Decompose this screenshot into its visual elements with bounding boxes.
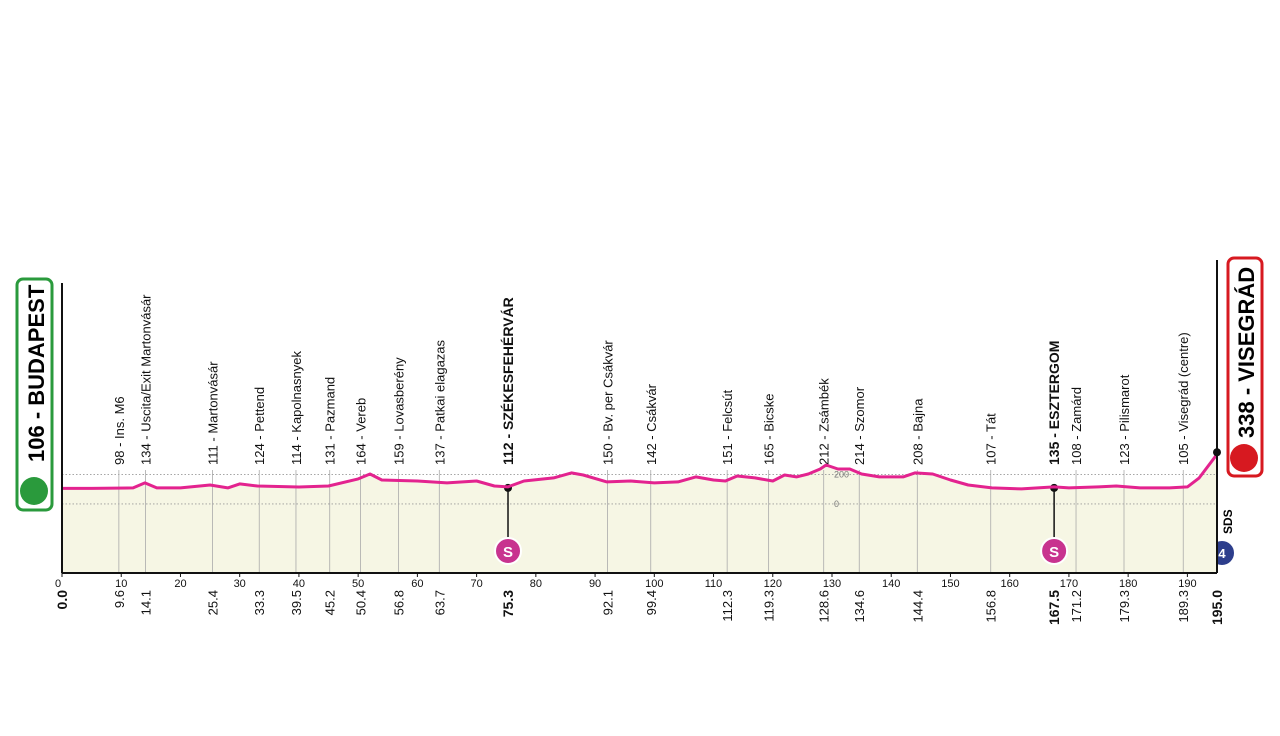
start-label: 106 - BUDAPEST: [24, 284, 49, 462]
waypoint-km: 128.6: [817, 590, 832, 623]
x-tick-label: 120: [764, 578, 782, 590]
waypoint-label: 98 - Ins. M6: [112, 396, 127, 465]
x-tick-label: 40: [293, 578, 305, 590]
start-icon: [20, 477, 48, 505]
waypoint-km: 75.3: [500, 590, 516, 617]
waypoint-label: 164 - Vereb: [354, 398, 369, 465]
waypoint-km: 63.7: [432, 590, 447, 615]
waypoint-km: 167.5: [1046, 590, 1062, 625]
category-label: 4: [1218, 546, 1226, 561]
waypoint-label: 142 - Csákvár: [644, 383, 659, 465]
x-tick-label: 100: [645, 578, 663, 590]
waypoint-label: 165 - Bicske: [762, 393, 777, 465]
waypoint-km: 33.3: [252, 590, 267, 615]
x-tick-label: 110: [705, 578, 723, 590]
waypoint-km: 156.8: [984, 590, 999, 623]
waypoint-km: 144.4: [910, 590, 925, 623]
waypoint-km: 9.6: [112, 590, 127, 608]
sprint-label: S: [503, 544, 513, 561]
start-km: 0.0: [54, 590, 70, 610]
waypoint-km: 99.4: [644, 590, 659, 615]
waypoint-label: 111 - Martonvásár: [205, 361, 220, 465]
waypoint-label: 108 - Zamárd: [1069, 387, 1084, 465]
finish-icon: [1230, 444, 1258, 472]
x-tick-label: 10: [115, 578, 127, 590]
waypoint-label: 214 - Szomor: [852, 386, 867, 465]
waypoint-label: 123 - Pilismarot: [1117, 374, 1132, 465]
waypoint-label: 114 - Kapolnasnyek: [289, 351, 304, 465]
x-tick-label: 180: [1119, 578, 1137, 590]
waypoint-km: 56.8: [391, 590, 406, 615]
y-tick-label: 0: [834, 499, 839, 509]
waypoint-km: 25.4: [205, 590, 220, 615]
profile-line: [62, 453, 1219, 491]
finish-point: [1213, 448, 1221, 457]
waypoint-label: 150 - Bv. per Csákvár: [601, 340, 616, 465]
x-tick-label: 50: [352, 578, 364, 590]
x-tick-label: 30: [234, 578, 246, 590]
x-tick-label: 160: [1001, 578, 1019, 590]
waypoint-km: 45.2: [323, 590, 338, 615]
profile-fill: [62, 454, 1217, 573]
finish-label: 338 - VISEGRÁD: [1234, 267, 1259, 438]
waypoint-label: 137 - Patkai elagazas: [432, 339, 447, 465]
x-tick-label: 70: [470, 578, 482, 590]
x-tick-label: 90: [589, 578, 601, 590]
waypoint-km: 14.1: [139, 590, 154, 615]
sprint-label: S: [1049, 544, 1059, 561]
waypoint-km: 112.3: [720, 590, 735, 622]
waypoint-km: 179.3: [1117, 590, 1132, 623]
start-box: [15, 277, 54, 512]
waypoint-label: 107 - Tát: [984, 413, 999, 465]
waypoint-label: 208 - Bajna: [910, 398, 925, 465]
x-tick-label: 0: [55, 578, 61, 590]
waypoint-km: 119.3: [762, 590, 777, 622]
x-tick-label: 60: [411, 578, 423, 590]
waypoint-label: 151 - Felcsút: [720, 389, 735, 465]
waypoint-km: 189.3: [1176, 590, 1191, 623]
finish-box: [1226, 256, 1264, 478]
y-tick-label: 200: [834, 470, 849, 480]
x-tick-label: 20: [174, 578, 186, 590]
finish-tag: SDS: [1221, 509, 1235, 534]
waypoint-km: 92.1: [601, 590, 616, 615]
sprint-badge: [494, 537, 523, 565]
x-tick-label: 130: [823, 578, 841, 590]
sprint-badge: [1040, 537, 1069, 565]
waypoint-label: 159 - Lovasberény: [391, 357, 406, 465]
waypoint-label: 105 - Visegrád (centre): [1176, 332, 1191, 465]
x-tick-label: 140: [882, 578, 900, 590]
waypoint-km: 39.5: [289, 590, 304, 615]
waypoint-label: 212 - Zsámbék: [817, 378, 832, 465]
waypoint-km: 50.4: [354, 590, 369, 615]
waypoint-label: 124 - Pettend: [252, 387, 267, 465]
waypoint-label: 112 - SZÉKESFEHÉRVÁR: [500, 297, 516, 465]
waypoint-km: 171.2: [1069, 590, 1084, 623]
x-tick-label: 150: [941, 578, 959, 590]
finish-km: 195.0: [1209, 590, 1225, 625]
waypoint-label: 134 - Uscita/Exit Martonvásár: [139, 294, 154, 465]
x-tick-label: 80: [530, 578, 542, 590]
waypoint-label: 135 - ESZTERGOM: [1046, 341, 1062, 465]
x-tick-label: 170: [1060, 578, 1078, 590]
waypoint-km: 134.6: [852, 590, 867, 623]
waypoint-label: 131 - Pazmand: [323, 377, 338, 465]
x-tick-label: 190: [1178, 578, 1196, 590]
